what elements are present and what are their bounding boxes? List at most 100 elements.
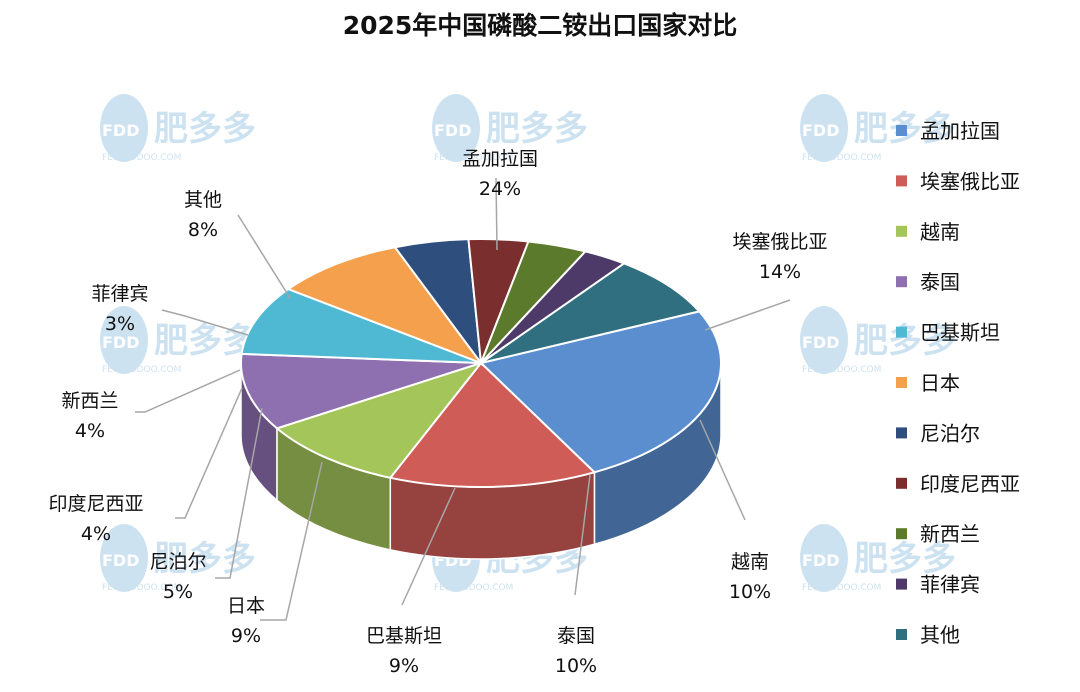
pie-slice-越南 (274, 361, 484, 479)
data-label-value-尼泊尔: 5% (163, 581, 193, 603)
data-label-name-巴基斯坦: 巴基斯坦 (366, 625, 442, 647)
watermark-url: FEIDOODOO.COM (102, 153, 181, 163)
leader-line-巴基斯坦 (401, 487, 456, 606)
leader-line-印度尼西亚 (175, 387, 243, 519)
leader-line-越南 (699, 419, 746, 521)
legend-label: 埃塞俄比亚 (920, 169, 1020, 193)
legend-item-新西兰: 新西兰 (896, 522, 980, 546)
legend-swatch (896, 125, 907, 136)
watermark-url: FEIDOODOO.COM (102, 583, 181, 593)
data-label-value-印度尼西亚: 4% (81, 523, 111, 545)
legend-label: 孟加拉国 (920, 119, 1000, 143)
data-label-value-泰国: 10% (555, 655, 597, 677)
pie-slice-巴基斯坦 (240, 287, 482, 364)
pie-slice-孟加拉国 (478, 310, 722, 474)
data-label-name-其他: 其他 (184, 189, 222, 211)
data-label-name-日本: 日本 (227, 595, 265, 617)
data-label-name-印度尼西亚: 印度尼西亚 (48, 493, 143, 515)
data-label-value-其他: 8% (188, 219, 218, 241)
legend-label: 巴基斯坦 (920, 321, 1000, 345)
watermark-logo: FDD 肥多多 FEIDOODOO.COM (100, 524, 256, 593)
legend-item-孟加拉国: 孟加拉国 (896, 119, 1000, 143)
legend-label: 新西兰 (920, 522, 980, 546)
leader-line-泰国 (574, 474, 591, 596)
legend-item-埃塞俄比亚: 埃塞俄比亚 (896, 169, 1020, 193)
pie-slice-泰国 (240, 352, 482, 430)
legend-item-菲律宾: 菲律宾 (896, 573, 980, 597)
data-label-value-日本: 9% (231, 625, 261, 647)
legend-item-日本: 日本 (896, 371, 960, 395)
legend-swatch (896, 578, 907, 590)
legend-swatch (896, 427, 907, 439)
data-label-name-尼泊尔: 尼泊尔 (149, 551, 206, 573)
leader-line-菲律宾 (161, 309, 249, 336)
pie-slice-其他 (480, 262, 702, 364)
watermark-logo-text: FDD (102, 551, 140, 570)
data-label-name-埃塞俄比亚: 埃塞俄比亚 (732, 231, 827, 253)
legend-swatch (896, 225, 907, 237)
legend-swatch (896, 175, 907, 187)
legend-label: 尼泊尔 (920, 421, 980, 445)
legend-swatch (896, 629, 907, 640)
legend-swatch (896, 377, 907, 388)
legend-item-其他: 其他 (896, 623, 960, 647)
legend-item-泰国: 泰国 (896, 270, 960, 294)
watermark-brand: 肥多多 (486, 109, 588, 149)
watermark-brand: 肥多多 (154, 109, 256, 149)
watermark-logo: FDD 肥多多 FEIDOODOO.COM (100, 94, 256, 163)
watermark-url: FEIDOODOO.COM (434, 583, 513, 593)
data-label-name-越南: 越南 (731, 551, 769, 573)
watermark-logo-text: FDD (434, 121, 472, 140)
watermark-brand: 肥多多 (154, 321, 256, 361)
legend-label: 日本 (920, 371, 960, 395)
leader-line-其他 (237, 214, 291, 299)
data-label-name-泰国: 泰国 (557, 625, 595, 647)
data-label-value-新西兰: 4% (75, 420, 105, 442)
legend-item-印度尼西亚: 印度尼西亚 (896, 472, 1020, 496)
leader-line-孟加拉国 (495, 177, 498, 251)
chart-title: 2025年中国磷酸二铵出口国家对比 (342, 11, 738, 40)
watermark-url: FEIDOODOO.COM (434, 153, 513, 163)
data-label-value-孟加拉国: 24% (479, 178, 521, 200)
legend-label: 越南 (920, 220, 960, 244)
leader-line-埃塞俄比亚 (704, 299, 791, 331)
data-label-value-菲律宾: 3% (105, 313, 135, 335)
data-label-value-巴基斯坦: 9% (389, 655, 419, 677)
leader-line-新西兰 (135, 369, 241, 413)
legend-swatch (896, 528, 907, 540)
data-label-name-新西兰: 新西兰 (61, 390, 118, 412)
data-label-value-埃塞俄比亚: 14% (759, 261, 801, 283)
data-label-value-越南: 10% (729, 581, 771, 603)
legend-label: 印度尼西亚 (920, 472, 1020, 496)
watermark-url: FEIDOODOO.COM (802, 365, 881, 375)
data-label-name-孟加拉国: 孟加拉国 (462, 148, 538, 170)
legend-swatch (896, 326, 907, 338)
watermark-logo-text: FDD (102, 333, 140, 352)
watermark-url: FEIDOODOO.COM (802, 583, 881, 593)
legend-item-巴基斯坦: 巴基斯坦 (896, 321, 1000, 345)
watermark-logo-text: FDD (802, 121, 840, 140)
pie-slice-日本 (286, 246, 484, 366)
leader-line-尼泊尔 (215, 407, 263, 579)
pie-side-layer (240, 362, 722, 560)
pie-top-layer (240, 238, 722, 488)
legend-item-尼泊尔: 尼泊尔 (896, 421, 980, 445)
data-label-layer: 孟加拉国 24% 埃塞俄比亚 14% 越南 10% 泰国 10% 巴基斯坦 9% 日本 9% 尼泊尔 5%… (48, 148, 827, 677)
pie-slice-埃塞俄比亚 (388, 361, 597, 488)
watermark-brand: 肥多多 (854, 539, 956, 579)
legend-swatch (896, 477, 907, 489)
watermark-logo-text: FDD (102, 121, 140, 140)
legend-label: 菲律宾 (920, 573, 980, 597)
data-label-name-菲律宾: 菲律宾 (91, 283, 148, 305)
watermark-logo-text: FDD (802, 551, 840, 570)
watermark-brand: 肥多多 (154, 539, 256, 579)
leader-line-layer (135, 177, 791, 621)
watermark-logo: FDD 肥多多 FEIDOODOO.COM (432, 94, 588, 163)
legend-label: 泰国 (920, 270, 960, 294)
watermark-logo: FDD 肥多多 FEIDOODOO.COM (800, 524, 956, 593)
legend-swatch (896, 276, 907, 288)
